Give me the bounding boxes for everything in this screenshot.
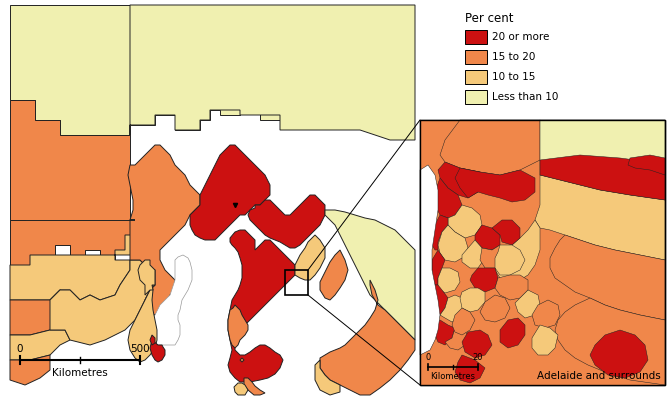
- Polygon shape: [515, 290, 540, 318]
- Polygon shape: [420, 165, 440, 355]
- Polygon shape: [128, 285, 157, 362]
- Polygon shape: [500, 318, 525, 348]
- Text: 0: 0: [425, 353, 431, 362]
- Bar: [420, 120, 665, 385]
- Polygon shape: [248, 195, 325, 248]
- Polygon shape: [320, 250, 348, 300]
- Polygon shape: [10, 355, 50, 385]
- Polygon shape: [432, 285, 448, 320]
- Polygon shape: [315, 360, 340, 395]
- Polygon shape: [480, 295, 510, 322]
- Polygon shape: [10, 330, 70, 360]
- Polygon shape: [535, 175, 665, 260]
- Polygon shape: [555, 298, 665, 385]
- Polygon shape: [475, 225, 500, 250]
- Polygon shape: [234, 383, 248, 395]
- Polygon shape: [438, 225, 468, 262]
- Polygon shape: [438, 162, 485, 198]
- Polygon shape: [150, 335, 155, 345]
- Polygon shape: [228, 305, 248, 348]
- Polygon shape: [190, 145, 270, 240]
- Polygon shape: [10, 220, 135, 265]
- Text: Adelaide and surrounds: Adelaide and surrounds: [537, 371, 661, 381]
- Text: Kilometres: Kilometres: [52, 368, 108, 378]
- Text: 500: 500: [130, 344, 150, 354]
- Polygon shape: [462, 240, 485, 268]
- Polygon shape: [628, 155, 665, 175]
- Polygon shape: [435, 320, 455, 345]
- Text: Per cent: Per cent: [465, 12, 513, 25]
- Polygon shape: [532, 300, 560, 328]
- Polygon shape: [244, 378, 265, 395]
- Polygon shape: [295, 235, 325, 280]
- Polygon shape: [492, 220, 520, 245]
- Text: Kilometres: Kilometres: [431, 372, 476, 381]
- Bar: [465, 70, 487, 84]
- Polygon shape: [128, 145, 200, 315]
- Polygon shape: [438, 268, 460, 293]
- Polygon shape: [325, 210, 415, 340]
- Bar: [420, 120, 665, 385]
- Polygon shape: [10, 290, 100, 335]
- Polygon shape: [540, 155, 665, 200]
- Polygon shape: [320, 280, 415, 395]
- Polygon shape: [10, 5, 295, 135]
- Text: 15 to 20: 15 to 20: [492, 52, 535, 62]
- Polygon shape: [460, 288, 485, 312]
- Polygon shape: [550, 235, 665, 320]
- Polygon shape: [455, 168, 535, 202]
- Polygon shape: [440, 120, 540, 175]
- Text: 20 or more: 20 or more: [492, 32, 549, 42]
- Polygon shape: [432, 250, 445, 285]
- Polygon shape: [470, 268, 498, 292]
- Bar: [465, 30, 487, 44]
- Text: Less than 10: Less than 10: [492, 92, 558, 102]
- Polygon shape: [10, 235, 135, 300]
- Polygon shape: [445, 328, 468, 350]
- Polygon shape: [432, 215, 448, 250]
- Polygon shape: [228, 230, 295, 382]
- Polygon shape: [452, 308, 475, 335]
- Polygon shape: [495, 245, 525, 275]
- Polygon shape: [148, 255, 192, 345]
- Polygon shape: [150, 340, 165, 362]
- Polygon shape: [462, 330, 492, 358]
- Bar: [465, 90, 487, 104]
- Bar: [420, 120, 665, 385]
- Text: 0: 0: [17, 344, 23, 354]
- Polygon shape: [455, 355, 485, 383]
- Polygon shape: [435, 178, 462, 218]
- Polygon shape: [10, 100, 135, 260]
- Polygon shape: [130, 5, 415, 140]
- Polygon shape: [495, 275, 528, 300]
- Polygon shape: [50, 260, 155, 345]
- Polygon shape: [240, 358, 244, 362]
- Text: 10 to 15: 10 to 15: [492, 72, 535, 82]
- Polygon shape: [532, 325, 558, 355]
- Polygon shape: [448, 205, 482, 238]
- Text: 20: 20: [473, 353, 483, 362]
- Bar: [465, 50, 487, 64]
- Polygon shape: [138, 260, 155, 295]
- Polygon shape: [540, 120, 665, 200]
- Polygon shape: [495, 220, 540, 282]
- Polygon shape: [480, 245, 505, 268]
- Polygon shape: [590, 330, 648, 378]
- Polygon shape: [440, 295, 465, 322]
